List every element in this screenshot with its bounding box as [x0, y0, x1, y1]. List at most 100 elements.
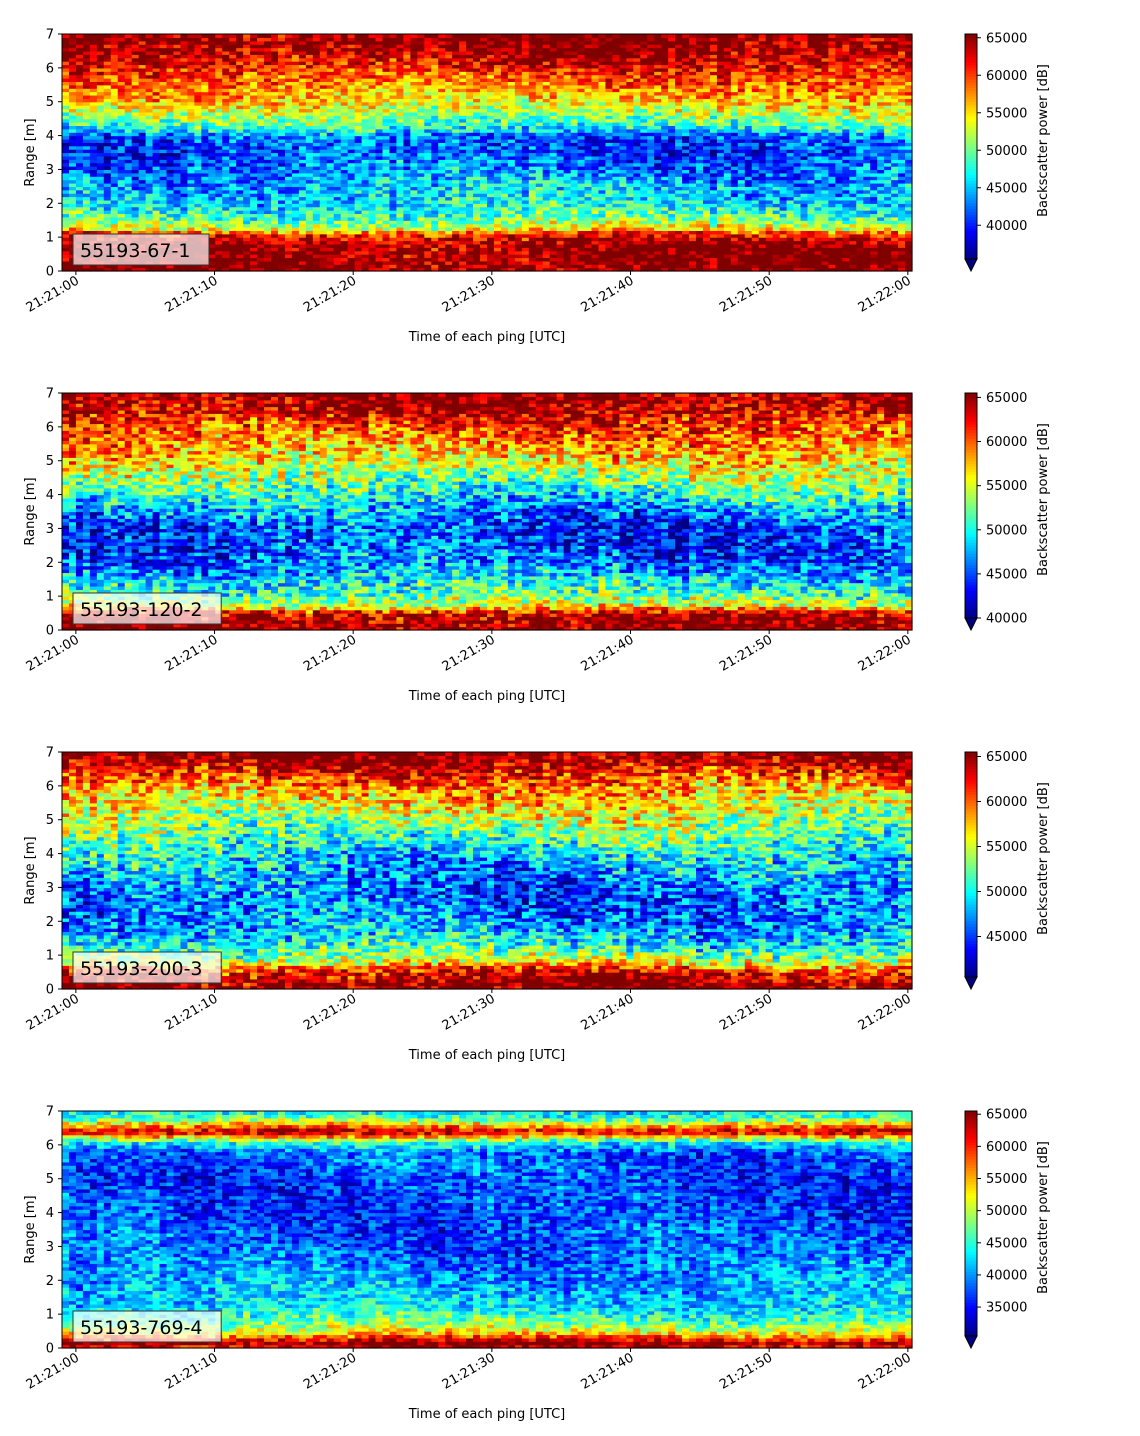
heatmap-cell [222, 61, 230, 66]
heatmap-cell [250, 47, 258, 52]
heatmap-cell [173, 118, 182, 123]
heatmap-cell [333, 189, 342, 194]
heatmap-cell [333, 37, 342, 42]
heatmap-cell [75, 118, 84, 123]
heatmap-cell [138, 98, 147, 103]
heatmap-cell [222, 115, 230, 120]
heatmap-cell [159, 34, 168, 38]
heatmap-cell [326, 199, 335, 204]
heatmap-cell [277, 226, 286, 231]
heatmap-cell [312, 142, 321, 147]
heatmap-cell [62, 125, 70, 130]
heatmap-cell [298, 179, 307, 184]
heatmap-cell [333, 142, 342, 147]
heatmap-cell [312, 105, 321, 110]
heatmap-cell [326, 81, 335, 86]
heatmap-cell [173, 84, 182, 89]
heatmap-cell [75, 122, 84, 127]
heatmap-cell [145, 145, 154, 150]
heatmap-cell [75, 206, 84, 211]
heatmap-cell [222, 125, 230, 130]
heatmap-cell [250, 172, 258, 177]
heatmap-cell [264, 267, 272, 272]
heatmap-cell [75, 159, 84, 164]
heatmap-cell [89, 44, 98, 49]
heatmap-cell [124, 135, 133, 140]
heatmap-cell [159, 108, 168, 113]
heatmap-cell [215, 162, 223, 167]
heatmap-cell [305, 226, 314, 231]
heatmap-cell [124, 213, 133, 218]
heatmap-cell [124, 74, 133, 79]
heatmap-cell [138, 203, 147, 208]
heatmap-cell [222, 145, 230, 150]
heatmap-cell [229, 98, 237, 103]
heatmap-cell [208, 138, 216, 143]
heatmap-cell [264, 54, 272, 59]
heatmap-cell [89, 94, 98, 99]
heatmap-cell [138, 81, 147, 86]
heatmap-cell [466, 34, 474, 38]
heatmap-cell [82, 138, 91, 143]
heatmap-cell [340, 166, 349, 171]
heatmap-cell [264, 81, 272, 86]
heatmap-cell [124, 122, 133, 127]
heatmap-cell [222, 152, 230, 157]
heatmap-cell [271, 186, 279, 191]
heatmap-cell [124, 118, 133, 123]
heatmap-cell [131, 220, 140, 225]
heatmap-cell [319, 74, 328, 79]
heatmap-cell [187, 84, 195, 89]
heatmap-cell [117, 213, 126, 218]
heatmap-cell [264, 237, 272, 242]
heatmap-cell [257, 240, 265, 245]
heatmap-cell [89, 193, 98, 198]
heatmap-cell [110, 34, 119, 38]
heatmap-cell [173, 122, 182, 127]
heatmap-cell [103, 74, 112, 79]
heatmap-cell [236, 226, 244, 231]
heatmap-cell [159, 216, 168, 221]
heatmap-cell [298, 132, 307, 137]
heatmap-cell [75, 94, 84, 99]
heatmap-cell [229, 138, 237, 143]
heatmap-cell [284, 223, 293, 228]
heatmap-cell [229, 101, 237, 106]
heatmap-cell [124, 216, 133, 221]
heatmap-cell [347, 149, 356, 154]
heatmap-cell [284, 203, 293, 208]
heatmap-cell [82, 223, 91, 228]
heatmap-cell [96, 44, 105, 49]
heatmap-cell [312, 98, 321, 103]
heatmap-cell [131, 199, 140, 204]
heatmap-cell [145, 267, 154, 272]
heatmap-cell [305, 111, 314, 116]
heatmap-cell [124, 179, 133, 184]
heatmap-cell [229, 135, 237, 140]
heatmap-cell [222, 210, 230, 215]
heatmap-cell [145, 47, 154, 52]
heatmap-cell [229, 260, 237, 265]
heatmap-cell [236, 149, 244, 154]
heatmap-cell [229, 132, 237, 137]
heatmap-cell [194, 199, 202, 204]
heatmap-cell [243, 216, 251, 221]
heatmap-cell [89, 226, 98, 231]
heatmap-cell [215, 44, 223, 49]
heatmap-cell [271, 74, 279, 79]
heatmap-cell [187, 50, 195, 55]
heatmap-cell [194, 84, 202, 89]
heatmap-cell [89, 50, 98, 55]
heatmap-cell [103, 50, 112, 55]
heatmap-cell [208, 196, 216, 201]
heatmap-cell [271, 125, 279, 130]
heatmap-cell [145, 166, 154, 171]
heatmap-cell [96, 47, 105, 52]
heatmap-cell [291, 67, 300, 72]
heatmap-cell [284, 54, 293, 59]
heatmap-cell [243, 108, 251, 113]
heatmap-cell [187, 34, 195, 38]
heatmap-cell [312, 74, 321, 79]
heatmap-cell [96, 105, 105, 110]
heatmap-cell [194, 105, 202, 110]
